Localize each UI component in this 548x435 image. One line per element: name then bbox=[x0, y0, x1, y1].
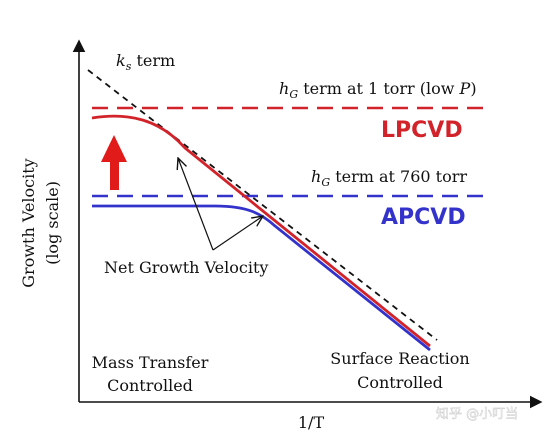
net-growth-velocity-label: Net Growth Velocity bbox=[104, 258, 268, 277]
watermark: 知乎 @小叮当 bbox=[436, 406, 518, 422]
lpcvd-net-growth-curve bbox=[91, 114, 431, 348]
ks-term-label: ks term bbox=[116, 51, 175, 73]
lpcvd-label: LPCVD bbox=[381, 118, 463, 143]
x-axis-label: 1/T bbox=[298, 413, 325, 432]
surface-reaction-label-line2: Controlled bbox=[357, 373, 443, 392]
y-axis-label-line1: Growth Velocity bbox=[19, 158, 38, 287]
y-axis-label: Growth Velocity (log scale) bbox=[19, 158, 62, 287]
ks-term-line bbox=[87, 69, 438, 341]
pointer-arrow-icon bbox=[212, 216, 263, 251]
mass-transfer-label-line1: Mass Transfer bbox=[92, 353, 209, 372]
red-up-arrow-icon bbox=[101, 135, 127, 190]
apcvd-label: APCVD bbox=[381, 205, 466, 230]
mass-transfer-label-line2: Controlled bbox=[107, 376, 193, 395]
pointer-arrow-icon bbox=[178, 158, 214, 251]
y-axis-label-line2: (log scale) bbox=[43, 181, 62, 265]
hg-low-pressure-label: hG term at 1 torr (low P) bbox=[279, 79, 477, 101]
hg-760-torr-label: hG term at 760 torr bbox=[311, 167, 467, 189]
surface-reaction-label-line1: Surface Reaction bbox=[330, 349, 469, 368]
apcvd-net-growth-curve bbox=[92, 204, 431, 352]
